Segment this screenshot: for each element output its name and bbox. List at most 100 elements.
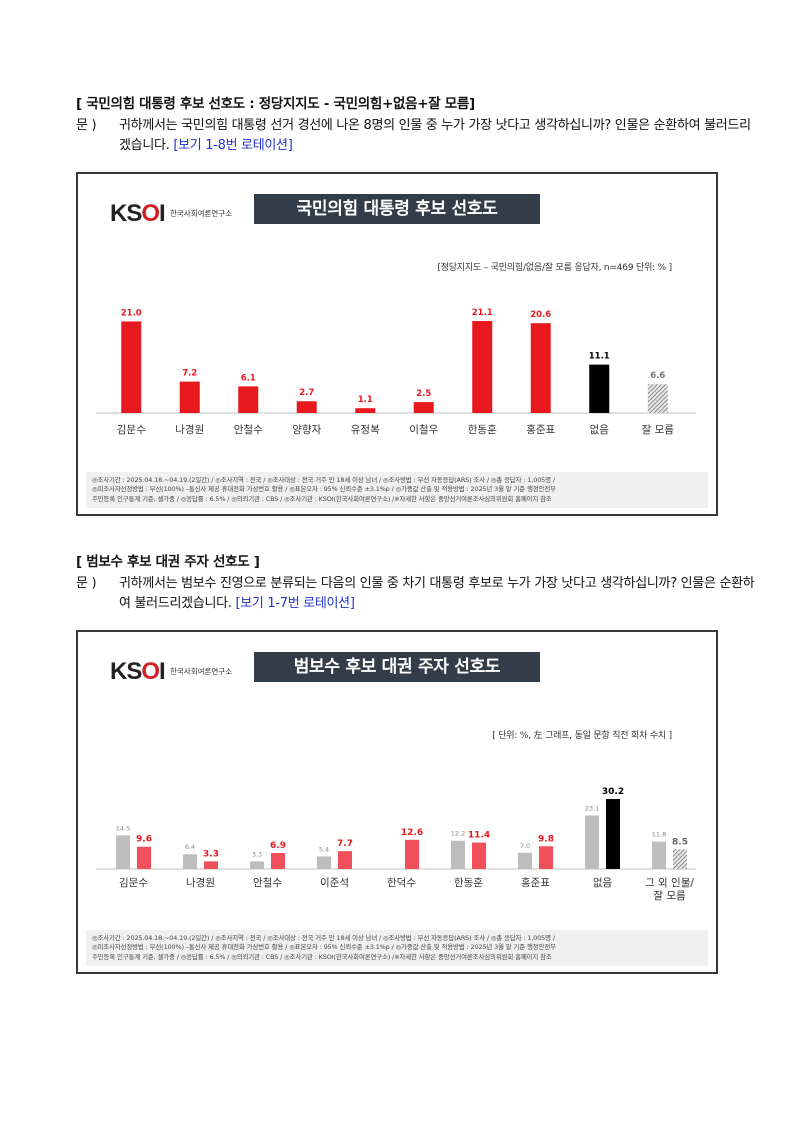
prev-bar-5	[451, 840, 465, 869]
prev-value-label-1: 6.4	[185, 843, 195, 851]
value-label-6: 9.8	[538, 834, 554, 844]
bar-6	[539, 846, 553, 869]
category-label-8: 없음	[590, 423, 610, 436]
category-label-5: 한동훈	[454, 876, 483, 889]
bar-9	[647, 384, 668, 413]
bar-5	[413, 402, 434, 413]
category-label-2: 안철수	[234, 424, 263, 436]
prev-bar-0	[116, 835, 130, 869]
value-label-3: 7.7	[337, 839, 353, 849]
value-label-5: 2.5	[416, 389, 431, 399]
category-label-0: 김문수	[119, 877, 148, 889]
value-label-0: 9.6	[136, 835, 152, 845]
category-label-3: 양향자	[292, 424, 321, 436]
value-label-4: 12.6	[401, 828, 423, 838]
category-label-1: 나경원	[186, 876, 215, 889]
survey-footer: ◎조사기간 : 2025.04.18.~04.19.(2일간) / ◎조사지역 …	[86, 471, 708, 508]
bar-1	[204, 861, 218, 869]
logo-text: KSOI	[110, 200, 166, 227]
category-label-7: 없음	[593, 876, 613, 889]
bar-1	[179, 381, 200, 413]
prev-value-label-8: 11.8	[652, 831, 666, 839]
rotation-note: [보기 1-7번 로테이션]	[235, 596, 355, 611]
question-body: 귀하께서는 범보수 진영으로 분류되는 다음의 인물 중 차기 대통령 후보로 …	[119, 574, 759, 614]
category-label-8-1: 잘 모름	[653, 890, 686, 902]
footer-line-3: 주민등록 인구통계 기준, 셀가중 / ◎응답률 : 6.5% / ◎의뢰기관 …	[92, 494, 552, 503]
question-body: 귀하께서는 국민의힘 대통령 선거 경선에 나온 8명의 인물 중 누가 가장 …	[119, 116, 759, 156]
value-label-6: 21.1	[472, 308, 493, 318]
bar-3	[338, 851, 352, 869]
value-label-8: 11.1	[589, 352, 610, 362]
prev-bar-2	[250, 861, 264, 869]
prev-bar-8	[652, 841, 666, 869]
bar-8	[673, 849, 687, 869]
bar-0	[137, 846, 151, 869]
category-label-2: 안철수	[253, 877, 282, 889]
category-label-8-0: 그 외 인물/	[645, 877, 694, 889]
prev-value-label-5: 12.2	[451, 830, 465, 838]
chart-1: 21.0 김문수 7.2 나경원 6.1 안철수 2.7 양향자 1.1 유정복 2.5 이철우 21.…	[96, 308, 696, 436]
bar-4	[405, 839, 419, 869]
question-mark: 문 )	[76, 576, 97, 591]
footer-line-1: ◎조사기간 : 2025.04.18.~04.19.(2일간) / ◎조사지역 …	[92, 933, 555, 942]
chart-panel-2: KSOI 한국사회여론연구소 범보수 후보 대권 주자 선호도 [ 단위: %,…	[76, 630, 718, 974]
value-label-5: 11.4	[468, 831, 490, 841]
prev-value-label-6: 7.0	[520, 842, 530, 850]
section2-title: [ 범보수 후보 대권 주자 선호도 ]	[76, 554, 260, 570]
footer-line-2: ◎피조사자선정방법 : 무선(100%) –통신사 제공 휴대전화 가상번호 활…	[92, 485, 556, 493]
prev-value-label-0: 14.5	[116, 824, 130, 832]
value-label-1: 7.2	[182, 369, 197, 379]
question-text: 귀하께서는 국민의힘 대통령 선거 경선에 나온 8명의 인물 중 누가 가장 …	[119, 118, 751, 153]
category-label-4: 한덕수	[387, 877, 416, 889]
category-label-6: 홍준표	[521, 876, 550, 889]
chart-title: 국민의힘 대통령 후보 선호도	[254, 194, 540, 224]
value-label-4: 1.1	[358, 395, 373, 405]
rotation-note: [보기 1-8번 로테이션]	[173, 138, 293, 153]
chart-title: 범보수 후보 대권 주자 선호도	[254, 652, 540, 682]
logo-subtitle: 한국사회여론연구소	[170, 209, 233, 218]
chart-note: [ 단위: %, 左 그래프, 동일 문항 직전 회차 수치 ]	[492, 731, 672, 741]
prev-bar-1	[183, 854, 197, 869]
logo-subtitle: 한국사회여론연구소	[170, 667, 233, 676]
value-label-0: 21.0	[121, 308, 142, 318]
section1-title: [ 국민의힘 대통령 후보 선호도 : 정당지지도 - 국민의힘+없음+잘 모름…	[76, 96, 475, 112]
value-label-2: 6.9	[270, 841, 286, 851]
value-label-8: 8.5	[672, 837, 688, 847]
bar-4	[355, 408, 376, 413]
value-label-3: 2.7	[299, 388, 314, 398]
footer-line-2: ◎피조사자선정방법 : 무선(100%) –통신사 제공 휴대전화 가상번호 활…	[92, 943, 556, 951]
prev-value-label-3: 5.4	[319, 845, 329, 853]
question-text: 귀하께서는 범보수 진영으로 분류되는 다음의 인물 중 차기 대통령 후보로 …	[119, 576, 755, 611]
bar-0	[121, 321, 142, 413]
bar-2	[271, 853, 285, 869]
value-label-2: 6.1	[241, 373, 256, 383]
value-label-9: 6.6	[650, 371, 665, 381]
bar-5	[472, 842, 486, 869]
category-label-1: 나경원	[175, 423, 204, 436]
chart-panel-1: KSOI 한국사회여론연구소 국민의힘 대통령 후보 선호도 [정당지지도 – …	[76, 172, 718, 516]
chart-note: [정당지지도 – 국민의힘/없음/잘 모름 응답자, n=469 단위: % ]	[437, 263, 672, 273]
survey-footer: ◎조사기간 : 2025.04.18.~04.19.(2일간) / ◎조사지역 …	[86, 929, 708, 966]
category-label-6: 한동훈	[468, 423, 497, 436]
footer-line-1: ◎조사기간 : 2025.04.18.~04.19.(2일간) / ◎조사지역 …	[92, 475, 555, 484]
prev-value-label-2: 3.3	[252, 850, 262, 858]
footer-line-3: 주민등록 인구통계 기준, 셀가중 / ◎응답률 : 6.5% / ◎의뢰기관 …	[92, 952, 552, 961]
value-label-7: 20.6	[530, 310, 551, 320]
category-label-7: 홍준표	[526, 423, 555, 436]
prev-bar-7	[585, 815, 599, 869]
category-label-0: 김문수	[117, 424, 146, 436]
bar-3	[296, 401, 317, 413]
category-label-3: 이준석	[320, 877, 349, 889]
bar-8	[589, 364, 610, 413]
question-mark: 문 )	[76, 118, 97, 133]
chart-2: 14.5 9.6 김문수 6.4 3.3 나경원 3.3 6.9 안철수 5.4 7.7 이준석 12.…	[96, 787, 696, 902]
logo-text: KSOI	[110, 658, 166, 685]
bar-6	[472, 321, 493, 413]
category-label-9: 잘 모름	[642, 424, 675, 436]
prev-value-label-7: 23.1	[585, 804, 599, 812]
value-label-7: 30.2	[602, 787, 624, 797]
category-label-4: 유정복	[351, 424, 380, 436]
bar-2	[238, 386, 259, 413]
prev-bar-6	[518, 852, 532, 869]
bar-7	[530, 323, 551, 413]
